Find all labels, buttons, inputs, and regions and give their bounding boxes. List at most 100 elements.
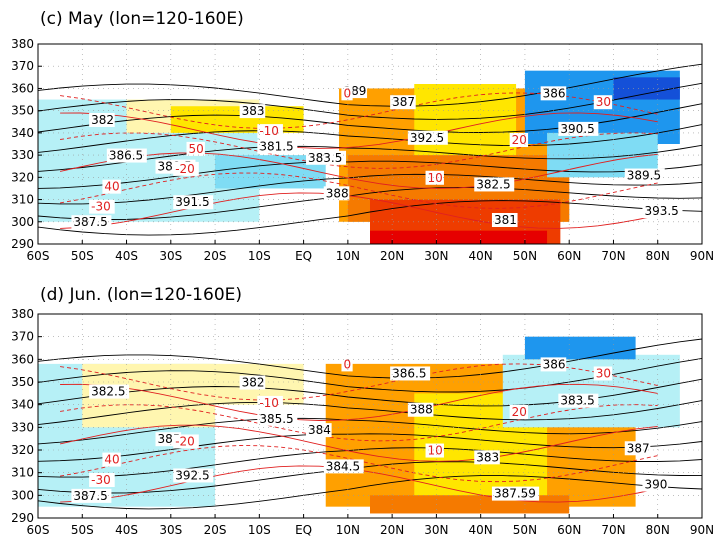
contour-label-bg xyxy=(173,195,214,210)
contour-label: 384.5 xyxy=(326,459,360,473)
contour-label: 381.5 xyxy=(259,140,293,154)
x-tick-label: 30N xyxy=(424,523,448,537)
contour-label-bg xyxy=(491,486,540,501)
anomaly-contour xyxy=(60,192,658,229)
x-tick-label: 20N xyxy=(380,523,404,537)
y-tick-label: 320 xyxy=(11,443,34,457)
contour-label-bg xyxy=(71,215,112,230)
contour-label: 385.5 xyxy=(259,412,293,426)
theta-contour xyxy=(37,433,703,462)
contour-label: 392.5 xyxy=(175,468,209,482)
x-tick-label: 10N xyxy=(336,523,360,537)
y-tick-label: 320 xyxy=(11,170,34,184)
contour-label: 386 xyxy=(543,86,566,100)
contour-label-bg xyxy=(323,186,350,201)
anomaly-label: 0 xyxy=(343,357,351,371)
contour-label-bg xyxy=(173,468,214,483)
y-tick-label: 370 xyxy=(11,330,34,344)
anomaly-label: 0 xyxy=(343,86,351,100)
anomaly-label: -20 xyxy=(175,162,195,176)
y-tick-label: 350 xyxy=(11,375,34,389)
contour-label: 386 xyxy=(543,357,566,371)
y-tick-label: 360 xyxy=(11,81,34,95)
contour-label-bg xyxy=(323,459,364,474)
x-tick-label: 10N xyxy=(336,249,360,263)
x-tick-label: 40N xyxy=(469,523,493,537)
contour-label-bg xyxy=(540,86,567,101)
contour-label: 382.5 xyxy=(476,177,510,191)
theta-contour xyxy=(37,200,703,236)
y-tick-label: 290 xyxy=(11,511,34,525)
shading-cell-blue xyxy=(524,336,636,360)
x-tick-label: 30S xyxy=(159,523,182,537)
contour-label: 382 xyxy=(242,376,265,390)
contour-label: 387.5 xyxy=(73,215,107,229)
contour-label-bg xyxy=(558,393,599,408)
y-tick-label: 290 xyxy=(11,237,34,251)
anomaly-label: 20 xyxy=(512,405,527,419)
anomaly-label-bg xyxy=(593,95,613,110)
anomaly-label-bg xyxy=(425,443,444,458)
anomaly-label: 40 xyxy=(104,180,119,194)
y-tick-label: 310 xyxy=(11,466,34,480)
contour-label-bg xyxy=(474,450,500,465)
x-tick-label: 50S xyxy=(71,523,94,537)
x-tick-label: 20S xyxy=(204,249,227,263)
contour-label-bg xyxy=(407,402,434,417)
anomaly-label-bg xyxy=(257,395,283,410)
shading-cell-crimson xyxy=(370,230,548,244)
anomaly-label-bg xyxy=(102,452,121,467)
theta-contour xyxy=(37,357,703,393)
anomaly-label-bg xyxy=(425,170,444,185)
x-tick-label: 20S xyxy=(204,523,227,537)
x-tick-label: 30N xyxy=(424,249,448,263)
x-tick-label: 60N xyxy=(557,249,581,263)
anomaly-contour xyxy=(60,152,658,189)
panel-may: (c) May (lon=120-160E) 387.5383.5386388.… xyxy=(11,9,714,263)
theta-contour xyxy=(37,173,703,205)
contour-label: 384 xyxy=(308,423,331,437)
theta-contour xyxy=(37,82,703,120)
shading-cell-paleyellow xyxy=(170,363,304,405)
contour-label-bg xyxy=(306,423,332,438)
y-tick-label: 370 xyxy=(11,59,34,73)
x-tick-label: 60S xyxy=(27,249,50,263)
anomaly-contour xyxy=(60,383,658,421)
theta-contour xyxy=(37,160,703,189)
anomaly-label: 10 xyxy=(428,444,443,458)
contour-label: 390 xyxy=(644,478,667,492)
y-tick-label: 300 xyxy=(11,488,34,502)
x-tick-label: 10S xyxy=(248,523,271,537)
y-tick-label: 340 xyxy=(11,126,34,140)
contour-label: 381 xyxy=(494,213,517,227)
theta-contour xyxy=(37,475,703,510)
theta-contour xyxy=(37,124,703,153)
x-tick-label: EQ xyxy=(295,249,312,263)
theta-contour xyxy=(37,144,703,172)
contour-label-bg xyxy=(257,411,298,426)
contour-label: 392.5 xyxy=(410,131,444,145)
anomaly-label-bg xyxy=(173,434,199,449)
contour-label-bg xyxy=(106,148,147,163)
anomaly-label: -20 xyxy=(175,434,195,448)
y-tick-label: 380 xyxy=(11,307,34,321)
panel-title-may: (c) May (lon=120-160E) xyxy=(40,9,244,29)
anomaly-label: 50 xyxy=(189,142,204,156)
shading-cell-darkblue xyxy=(613,77,680,100)
contour-label-bg xyxy=(89,384,130,399)
x-tick-label: 20N xyxy=(380,249,404,263)
contour-label-bg xyxy=(239,104,266,119)
contour-label: 386.5 xyxy=(392,366,426,380)
contour-label-bg xyxy=(71,488,112,503)
contour-label-bg xyxy=(407,130,448,145)
contour-label-bg xyxy=(474,177,515,192)
contour-label: 386.5 xyxy=(109,149,143,163)
contour-label-bg xyxy=(390,95,416,110)
x-tick-label: 50S xyxy=(71,249,94,263)
anomaly-contour xyxy=(60,404,658,442)
anomaly-label: 30 xyxy=(596,366,611,380)
shading-cell-lightblue xyxy=(502,354,680,428)
x-tick-label: 40S xyxy=(115,249,138,263)
contour-label-bg xyxy=(642,204,683,219)
